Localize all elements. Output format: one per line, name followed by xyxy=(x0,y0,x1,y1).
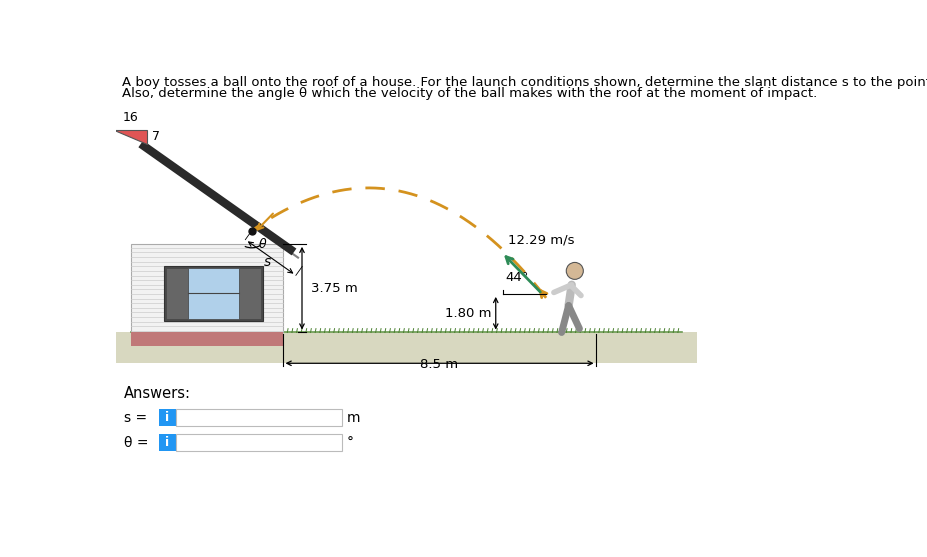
Text: θ: θ xyxy=(259,238,266,251)
Polygon shape xyxy=(116,333,696,363)
Text: 12.29 m/s: 12.29 m/s xyxy=(507,233,574,246)
Polygon shape xyxy=(188,268,239,319)
Text: 3.75 m: 3.75 m xyxy=(311,282,358,295)
Polygon shape xyxy=(159,434,175,451)
Text: A boy tosses a ball onto the roof of a house. For the launch conditions shown, d: A boy tosses a ball onto the roof of a h… xyxy=(122,76,927,89)
Text: 8.5 m: 8.5 m xyxy=(420,358,458,371)
Circle shape xyxy=(565,262,583,280)
Text: Answers:: Answers: xyxy=(123,387,191,402)
Polygon shape xyxy=(132,333,283,346)
Text: m: m xyxy=(347,411,360,425)
Polygon shape xyxy=(166,268,188,319)
Polygon shape xyxy=(132,244,283,333)
Text: i: i xyxy=(165,412,169,424)
Text: s =: s = xyxy=(123,411,146,425)
Polygon shape xyxy=(175,409,342,427)
Text: °: ° xyxy=(347,436,353,449)
Text: θ =: θ = xyxy=(123,436,148,449)
Text: i: i xyxy=(165,436,169,449)
Polygon shape xyxy=(159,409,175,427)
Text: 44°: 44° xyxy=(505,271,528,284)
Text: 1.80 m: 1.80 m xyxy=(445,307,491,320)
Polygon shape xyxy=(164,266,263,321)
Text: 7: 7 xyxy=(152,130,160,143)
Polygon shape xyxy=(175,434,342,451)
Text: 16: 16 xyxy=(122,111,138,124)
Polygon shape xyxy=(239,268,260,319)
Text: Also, determine the angle θ which the velocity of the ball makes with the roof a: Also, determine the angle θ which the ve… xyxy=(122,87,817,100)
Polygon shape xyxy=(114,130,146,144)
Text: s: s xyxy=(263,256,271,270)
